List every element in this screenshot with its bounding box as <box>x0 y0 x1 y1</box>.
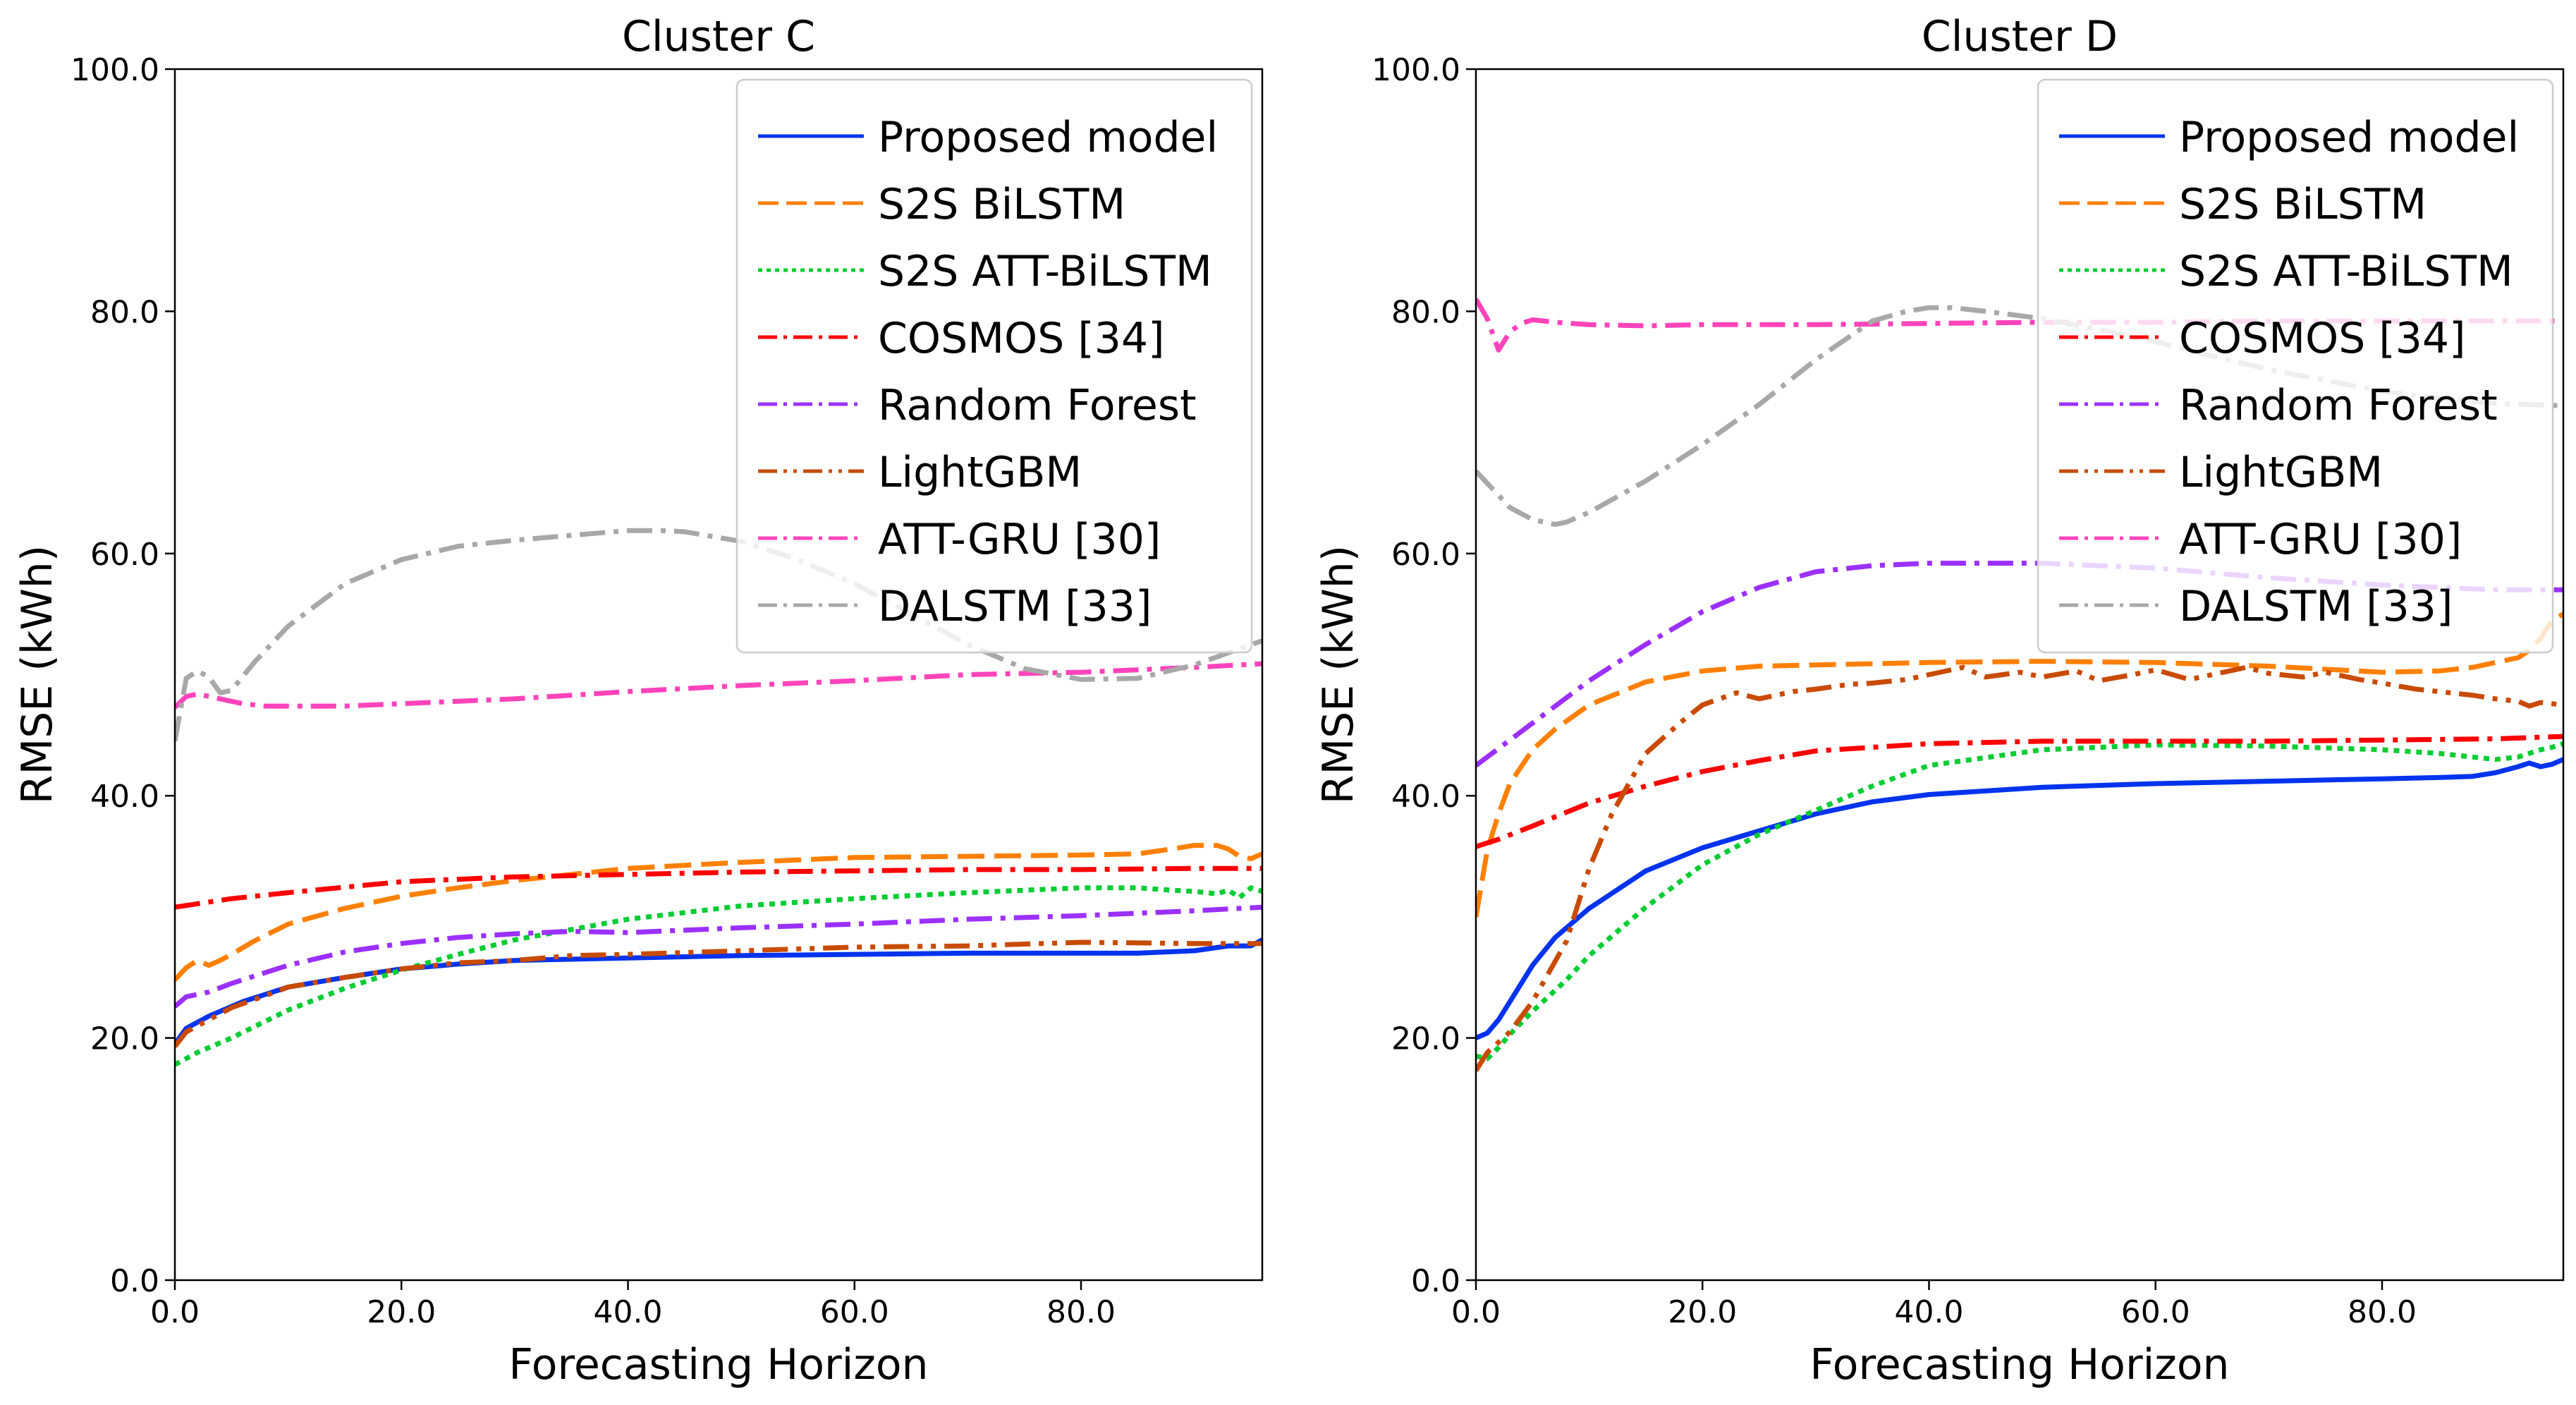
panel-2-series-line-3 <box>1476 741 2563 1062</box>
panel-2-legend-label-4: COSMOS [34] <box>2179 314 2466 363</box>
panel-2-legend-label-2: S2S BiLSTM <box>2179 180 2427 229</box>
panel-2-x-tick-label: 40.0 <box>1895 1294 1964 1330</box>
panel-2-legend-label-8: DALSTM [33] <box>2179 582 2453 631</box>
panel-2-y-tick-label: 80.0 <box>1391 294 1460 330</box>
panel-2-legend-label-3: S2S ATT-BiLSTM <box>2179 247 2513 296</box>
panel-1-legend-label-8: DALSTM [33] <box>878 582 1152 631</box>
panel-2-y-tick-label: 60.0 <box>1391 537 1460 573</box>
panel-1-y-tick-label: 80.0 <box>90 294 159 330</box>
panel-1-title: Cluster C <box>622 12 815 61</box>
panel-1-legend-label-5: Random Forest <box>878 381 1197 430</box>
panel-1-legend-label-1: Proposed model <box>878 113 1218 162</box>
panel-2-x-tick-label: 20.0 <box>1668 1294 1737 1330</box>
panel-2-legend-label-5: Random Forest <box>2179 381 2498 430</box>
panel-1-series-line-6 <box>175 939 1262 1048</box>
panel-2-legend-label-1: Proposed model <box>2179 113 2519 162</box>
panel-2-legend-label-7: ATT-GRU [30] <box>2179 515 2462 564</box>
panel-1-axes-frame <box>173 68 1264 1282</box>
panel-1-y-tick-label: 60.0 <box>90 537 159 573</box>
panel-2-series-line-6 <box>1476 664 2563 1072</box>
panel-2-x-axis-label: Forecasting Horizon <box>1809 1340 2229 1389</box>
panel-2-y-tick-label: 100.0 <box>1372 52 1460 88</box>
panel-2-series-line-8 <box>1476 305 2563 528</box>
panel-1-y-tick-label: 100.0 <box>71 52 159 88</box>
panel-1-series <box>175 528 1262 1067</box>
panel-1-y-tick-label: 20.0 <box>90 1021 159 1057</box>
panel-1-legend-label-3: S2S ATT-BiLSTM <box>878 247 1212 296</box>
panel-1-x-tick-label: 80.0 <box>1046 1294 1116 1330</box>
panel-1-legend-label-6: LightGBM <box>878 448 1082 497</box>
panel-2-legend-label-6: LightGBM <box>2179 448 2383 497</box>
panel-1-legend-label-4: COSMOS [34] <box>878 314 1165 363</box>
panel-2-x-tick-label: 80.0 <box>2348 1294 2417 1330</box>
panel-1-series-line-5 <box>175 904 1262 1009</box>
panel-2-x-tick-label: 60.0 <box>2121 1294 2190 1330</box>
panel-1: 0.0 20.0 40.0 60.0 80.0 0.0 20.0 40.0 60.0 80.0 10… <box>13 12 1264 1389</box>
panel-2-series-line-1 <box>1476 757 2563 1040</box>
panel-1-legend-label-7: ATT-GRU [30] <box>878 515 1161 564</box>
panel-1-series-line-4 <box>175 865 1262 910</box>
panel-1-series-line-8 <box>175 528 1262 742</box>
panel-1-y-axis-label: RMSE (kWh) <box>13 545 62 804</box>
panel-2-y-tick-label: 40.0 <box>1391 779 1460 815</box>
panel-2-axes-frame <box>1475 68 2565 1282</box>
panel-2-legend-box <box>2037 78 2554 654</box>
panel-1-x-tick-label: 20.0 <box>367 1294 436 1330</box>
panel-2-title: Cluster D <box>1922 12 2118 61</box>
panel-1-x-tick-label: 0.0 <box>150 1294 200 1330</box>
panel-2-x-tick-label: 0.0 <box>1451 1294 1501 1330</box>
panel-1-x-tick-label: 60.0 <box>820 1294 889 1330</box>
panel-1-series-line-2 <box>175 843 1262 982</box>
panel-1-series-line-7 <box>175 661 1262 710</box>
panel-1-series-line-3 <box>175 885 1262 1067</box>
panel-1-y-tick-label: 40.0 <box>90 779 159 815</box>
panel-2-series-line-2 <box>1476 612 2563 918</box>
panel-2-y-tick-label: 0.0 <box>1411 1263 1460 1299</box>
panel-1-legend-box <box>735 78 1253 654</box>
panel-2-legend: Proposed model S2S BiLSTM S2S ATT-BiLSTM CO… <box>2037 78 2554 654</box>
panel-2-y-tick-label: 20.0 <box>1391 1021 1460 1057</box>
panel-1-x-tick-label: 40.0 <box>594 1294 663 1330</box>
panel-1-y-tick-label: 0.0 <box>110 1263 159 1299</box>
panel-1-legend-label-2: S2S BiLSTM <box>878 180 1125 229</box>
panel-2-y-axis-label: RMSE (kWh) <box>1314 545 1363 804</box>
panel-1-series-line-1 <box>175 937 1262 1046</box>
panel-1-legend: Proposed model S2S BiLSTM S2S ATT-BiLSTM CO… <box>735 78 1253 654</box>
panel-2-series-line-4 <box>1476 734 2563 849</box>
panel-2: 0.0 20.0 40.0 60.0 80.0 0.0 20.0 40.0 60.0 80.0 10… <box>1314 12 2565 1389</box>
panel-1-x-axis-label: Forecasting Horizon <box>508 1340 928 1389</box>
